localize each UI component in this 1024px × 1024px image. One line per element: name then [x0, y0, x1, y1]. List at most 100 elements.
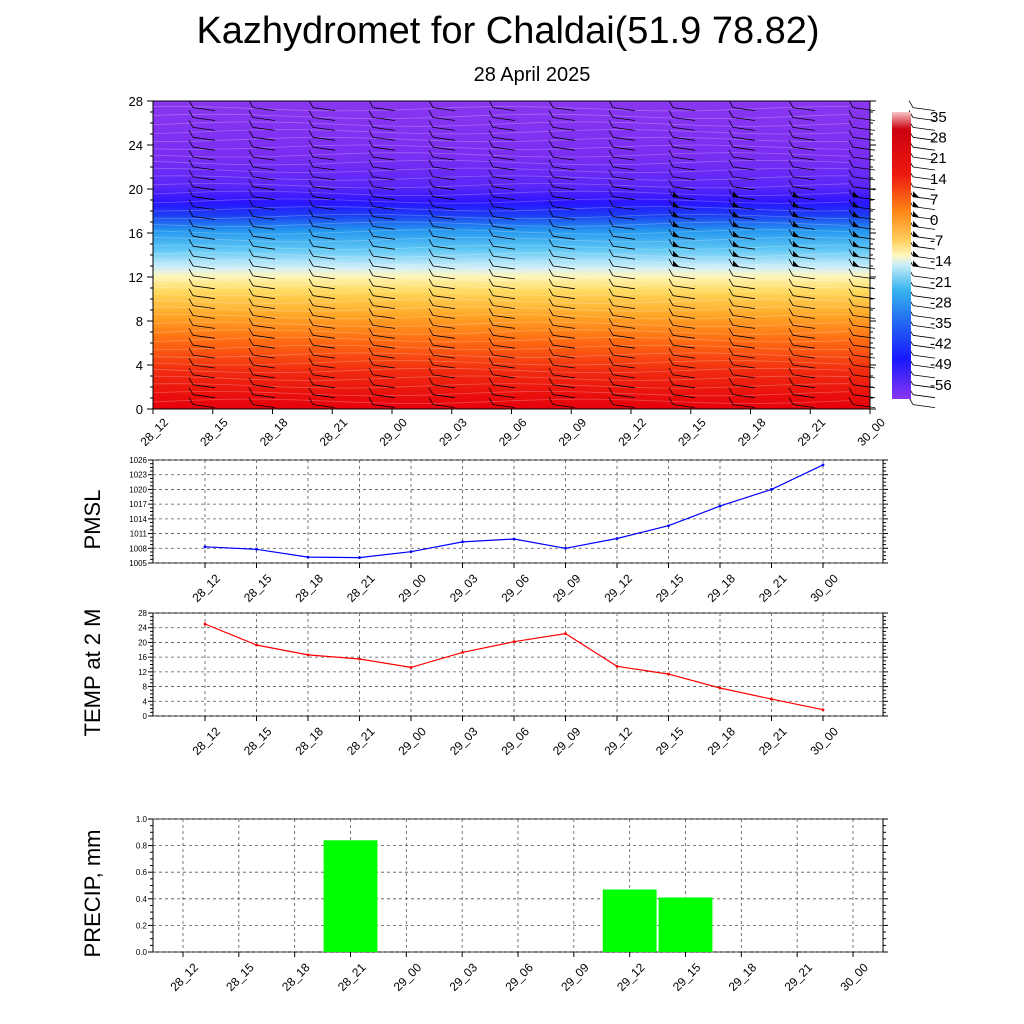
wind-barb	[432, 196, 456, 201]
wind-barb-flag	[368, 140, 374, 148]
wind-barb	[912, 305, 936, 309]
wind-barb	[432, 156, 456, 161]
heatmap-contour	[152, 329, 850, 335]
wind-barb-flag	[308, 120, 314, 128]
wind-barb	[552, 226, 576, 230]
wind-barb	[312, 127, 336, 131]
wind-barb	[672, 186, 696, 191]
wind-barb	[672, 344, 696, 349]
wind-barb-flag	[248, 199, 254, 207]
wind-barb	[492, 136, 516, 141]
wind-barb-flag	[608, 387, 614, 395]
wind-barb-flag	[548, 199, 554, 207]
heatmap-contour	[152, 337, 850, 343]
x-tick-label: 30_00	[807, 724, 841, 758]
wind-barb	[372, 265, 396, 270]
wind-barb	[192, 136, 216, 141]
wind-barb	[672, 374, 696, 379]
wind-barb-flag	[428, 179, 434, 187]
wind-barb	[432, 334, 456, 339]
wind-barb-flag	[308, 179, 314, 187]
wind-barb-flag	[548, 328, 554, 336]
wind-barb	[552, 325, 576, 329]
wind-barb	[252, 117, 276, 121]
wind-barb-flag	[308, 189, 314, 197]
precip-bar	[658, 897, 713, 952]
wind-barb-flag	[668, 288, 674, 296]
wind-barb-flag	[188, 278, 194, 286]
wind-barb-flag	[248, 209, 254, 217]
heatmap-contour	[152, 221, 850, 227]
wind-barb-flag	[248, 130, 254, 138]
wind-barb-pennant	[913, 250, 919, 257]
wind-barb-flag	[728, 120, 734, 128]
wind-barb	[912, 404, 936, 408]
precip-bar	[602, 889, 657, 952]
wind-barb-flag	[668, 209, 674, 217]
wind-barb	[612, 245, 636, 250]
wind-barb-flag	[188, 288, 194, 296]
wind-barb-flag	[368, 209, 374, 217]
wind-barb	[912, 384, 936, 389]
wind-barb	[732, 156, 756, 161]
wind-barb-flag	[668, 140, 674, 148]
x-tick-label: 29_00	[376, 415, 410, 449]
wind-barb	[552, 305, 576, 309]
y-tick-label: 12	[138, 668, 147, 677]
wind-barb-flag	[188, 387, 194, 395]
heatmap-contour	[152, 113, 850, 120]
heatmap-contour	[152, 352, 850, 358]
wind-barb	[192, 295, 216, 300]
wind-barb	[552, 156, 576, 161]
wind-barb-flag	[788, 159, 794, 168]
wind-barb-flag	[728, 199, 734, 207]
wind-barb	[852, 107, 876, 111]
wind-barb	[552, 235, 576, 240]
wind-barb-flag	[608, 357, 614, 366]
wind-barb-flag	[308, 199, 314, 207]
wind-barb	[252, 226, 276, 230]
series-point	[770, 488, 773, 491]
wind-barb-flag	[608, 100, 614, 108]
wind-barb-flag	[368, 387, 374, 395]
wind-barb-flag	[728, 248, 734, 257]
wind-barb	[492, 354, 516, 359]
wind-barb	[312, 196, 336, 201]
wind-barb-flag	[728, 328, 734, 336]
wind-barb	[432, 226, 456, 230]
heatmap-contour	[152, 198, 850, 204]
y-tick-label: 1011	[130, 530, 148, 539]
wind-barb	[192, 285, 216, 290]
wind-barb-flag	[428, 100, 434, 108]
wind-barb	[612, 384, 636, 389]
wind-barb	[912, 166, 936, 171]
wind-barb-flag	[668, 239, 674, 247]
wind-barb	[612, 334, 636, 339]
wind-barb	[492, 305, 516, 309]
wind-barb	[552, 265, 576, 270]
wind-barb	[792, 166, 816, 171]
wind-barb	[192, 235, 216, 240]
wind-barb-flag	[608, 248, 614, 257]
wind-barb	[492, 206, 516, 210]
wind-barb	[612, 117, 636, 121]
wind-barb-flag	[488, 149, 494, 158]
wind-barb	[192, 394, 216, 399]
wind-barb-flag	[248, 268, 254, 277]
x-tick-label: 30_00	[807, 571, 841, 605]
wind-barb-flag	[488, 347, 494, 356]
wind-barb	[792, 305, 816, 309]
wind-barb	[912, 186, 936, 191]
wind-barb-flag	[548, 219, 554, 227]
wind-barb	[492, 334, 516, 339]
wind-barb-flag	[608, 229, 614, 237]
series-point	[667, 672, 670, 676]
wind-barb-flag	[788, 179, 794, 187]
wind-barb	[372, 235, 396, 240]
wind-barb-flag	[368, 288, 374, 296]
wind-barb	[672, 156, 696, 161]
wind-barb-flag	[668, 377, 674, 385]
wind-barb	[372, 226, 396, 230]
wind-barb	[912, 146, 936, 151]
wind-barb-flag	[728, 357, 734, 366]
